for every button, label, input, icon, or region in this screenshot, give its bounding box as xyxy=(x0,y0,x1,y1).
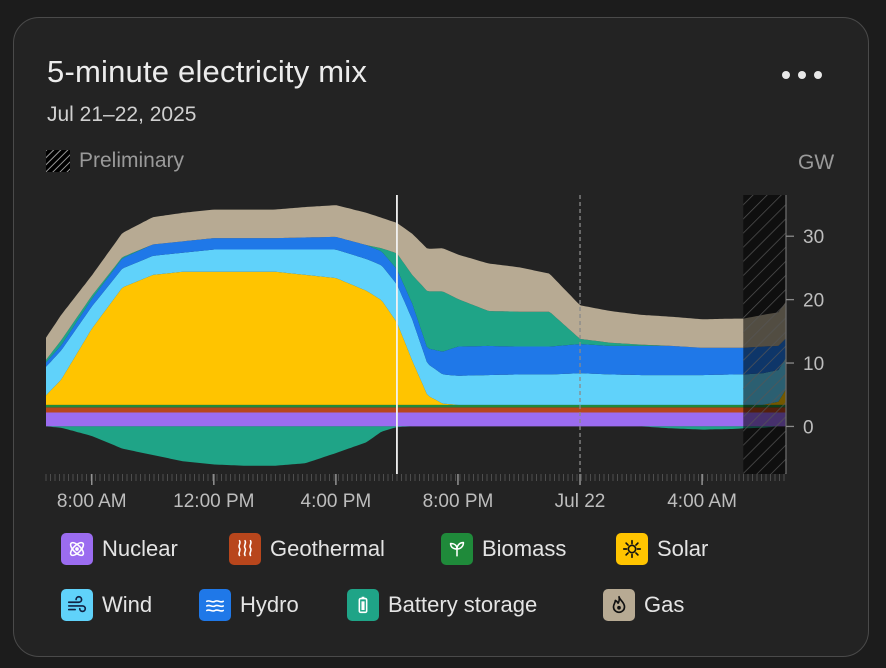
hatch-pattern-icon xyxy=(46,150,70,172)
battery-icon xyxy=(347,589,379,621)
y-tick-label: 20 xyxy=(803,291,824,312)
chart-date-range: Jul 21–22, 2025 xyxy=(47,103,197,126)
area-nuclear[interactable] xyxy=(46,412,786,427)
y-tick-label: 0 xyxy=(803,417,814,438)
legend-item-wind[interactable]: Wind xyxy=(61,589,152,621)
x-tick-label: 8:00 PM xyxy=(423,491,494,512)
x-tick-label: 4:00 AM xyxy=(667,491,737,512)
legend-item-hydro[interactable]: Hydro xyxy=(199,589,299,621)
legend-label: Hydro xyxy=(240,592,299,617)
area-geothermal[interactable] xyxy=(46,407,786,413)
y-tick-label: 10 xyxy=(803,354,824,375)
legend-label: Biomass xyxy=(482,536,567,561)
water-waves-icon xyxy=(199,589,231,621)
legend-item-biomass[interactable]: Biomass xyxy=(441,533,566,565)
more-horizontal-icon xyxy=(782,71,790,79)
more-horizontal-icon-dot xyxy=(798,71,806,79)
more-horizontal-icon-dot xyxy=(814,71,822,79)
legend-item-nuclear[interactable]: Nuclear xyxy=(61,533,178,565)
legend-label: Geothermal xyxy=(270,536,385,561)
area-solar[interactable] xyxy=(46,271,786,405)
sprout-icon xyxy=(441,533,473,565)
area-hydro[interactable] xyxy=(46,236,786,376)
area-wind[interactable] xyxy=(46,249,786,405)
legend-label: Battery storage xyxy=(388,592,538,617)
chart-overlays xyxy=(396,195,786,474)
legend-item-gas[interactable]: Gas xyxy=(603,589,684,621)
atom-icon xyxy=(61,533,93,565)
legend-label: Gas xyxy=(644,592,685,617)
sun-icon xyxy=(616,533,648,565)
y-axis-unit-label: GW xyxy=(798,151,835,174)
area-biomass[interactable] xyxy=(46,404,786,408)
flame-icon xyxy=(603,589,635,621)
x-tick-label: 8:00 AM xyxy=(57,491,127,512)
area-battery-charging[interactable] xyxy=(46,426,786,466)
stacked-areas xyxy=(46,205,786,466)
legend-item-solar[interactable]: Solar xyxy=(616,533,708,565)
x-tick-label: 12:00 PM xyxy=(173,491,254,512)
heat-waves-icon xyxy=(229,533,261,565)
wind-icon xyxy=(61,589,93,621)
area-battery-storage[interactable] xyxy=(46,236,786,363)
y-tick-label: 30 xyxy=(803,227,824,248)
x-tick-label: Jul 22 xyxy=(555,491,606,512)
preliminary-hatch xyxy=(743,195,786,474)
area-gas[interactable] xyxy=(46,205,786,360)
x-tick-label: 4:00 PM xyxy=(301,491,372,512)
more-options-button[interactable] xyxy=(782,62,822,88)
preliminary-key: Preliminary xyxy=(46,149,184,173)
legend-label: Wind xyxy=(102,592,153,617)
legend-item-battery-storage[interactable]: Battery storage xyxy=(347,589,537,621)
legend-label: Solar xyxy=(657,536,709,561)
chart-axes: 0 10 20 30 8:00 AM 12:00 PM 4:00 PM 8:00 PM Jul … xyxy=(45,195,824,512)
preliminary-label: Preliminary xyxy=(79,149,185,172)
legend-label: Nuclear xyxy=(102,536,178,561)
chart-title: 5-minute electricity mix xyxy=(47,54,368,89)
legend-item-geothermal[interactable]: Geothermal xyxy=(229,533,385,565)
